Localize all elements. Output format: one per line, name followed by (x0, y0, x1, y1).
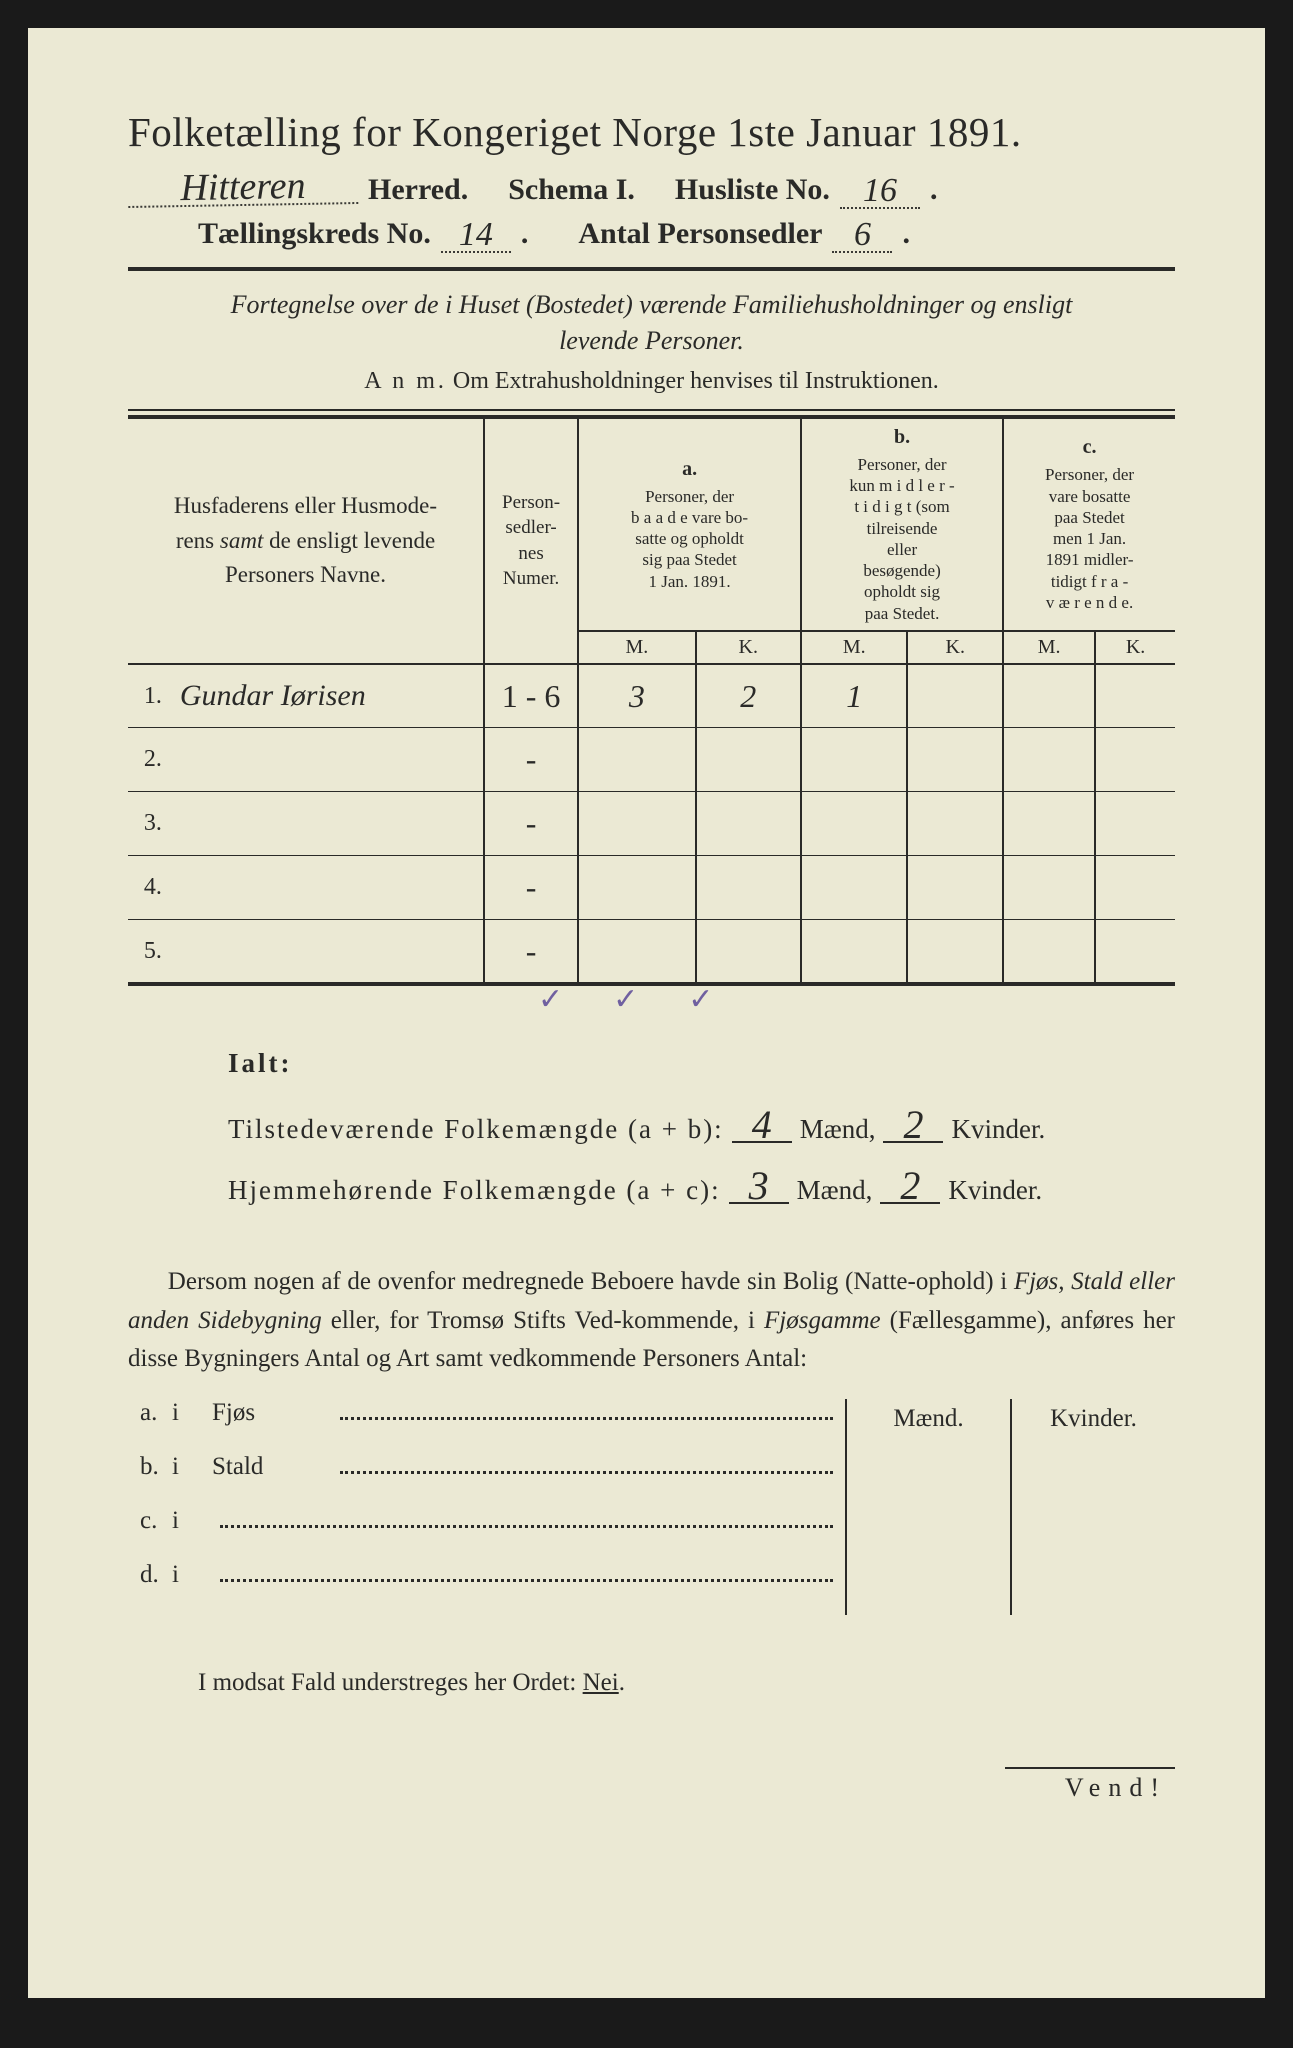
col-numer: Person-sedler-nesNumer. (484, 417, 578, 664)
herred-label: Herred. (368, 173, 468, 207)
col-b-k: K. (907, 631, 1003, 664)
col-b: b. Personer, derkun m i d l e r -t i d i… (801, 417, 1003, 631)
table-row: 2. - (128, 728, 1175, 792)
herred-name-field: Hitteren (128, 168, 359, 208)
present-kvinder: 2 (883, 1109, 943, 1143)
census-form-page: Folketælling for Kongeriget Norge 1ste J… (28, 28, 1265, 1998)
col-a-m: M. (578, 631, 695, 664)
totals-block: Ialt: Tilstedeværende Folkemængde (a + b… (228, 1035, 1175, 1219)
maend-col: Mænd. (847, 1399, 1012, 1615)
col-c-k: K. (1095, 631, 1175, 664)
husliste-no-field: 16 (840, 176, 920, 209)
side-row: b. i Stald (128, 1453, 833, 1507)
personsedler-no-field: 6 (832, 220, 892, 253)
side-row: a. i Fjøs (128, 1399, 833, 1453)
divider (128, 409, 1175, 411)
tick-marks: ✓✓✓ (128, 982, 1175, 1017)
header-row-kreds: Tællingskreds No. 14 . Antal Personsedle… (128, 217, 1175, 251)
col-names: Husfaderens eller Husmode-rens samt de e… (128, 417, 484, 664)
header-row-herred: Hitteren Herred. Schema I. Husliste No. … (128, 170, 1175, 207)
col-a: a. Personer, derb a a d e vare bo-satte … (578, 417, 801, 631)
household-table: Husfaderens eller Husmode-rens samt de e… (128, 415, 1175, 986)
husliste-label: Husliste No. (675, 173, 830, 207)
name-cell: Gundar Iørisen (170, 664, 484, 728)
side-building-counts: Mænd. Kvinder. (845, 1399, 1175, 1615)
table-row: 1. Gundar Iørisen 1 - 6 3 2 1 (128, 664, 1175, 728)
kreds-label: Tællingskreds No. (198, 217, 431, 251)
form-subtitle: Fortegnelse over de i Huset (Bostedet) v… (128, 287, 1175, 360)
table-row: 4. - (128, 856, 1175, 920)
personsedler-label: Antal Personsedler (578, 217, 822, 251)
side-building-table: a. i Fjøs b. i Stald c. i d. i (128, 1399, 1175, 1615)
resident-kvinder: 2 (880, 1170, 940, 1204)
anm-note: A n m. Om Extrahusholdninger henvises ti… (128, 368, 1175, 395)
col-a-k: K. (696, 631, 801, 664)
kreds-no-field: 14 (441, 220, 511, 253)
schema-label: Schema I. (508, 173, 635, 207)
ialt-label: Ialt: (228, 1035, 1175, 1092)
totals-resident: Hjemmehørende Folkemængde (a + c): 3 Mæn… (228, 1162, 1175, 1219)
totals-present: Tilstedeværende Folkemængde (a + b): 4 M… (228, 1101, 1175, 1158)
col-c: c. Personer, dervare bosattepaa Stedetme… (1003, 417, 1175, 631)
side-row: d. i (128, 1561, 833, 1615)
vend-label: Vend! (128, 1773, 1175, 1803)
nei-underlined: Nei (583, 1669, 619, 1696)
page-title: Folketælling for Kongeriget Norge 1ste J… (128, 108, 1175, 156)
side-row: c. i (128, 1507, 833, 1561)
modsat-line: I modsat Fald understreges her Ordet: Ne… (198, 1669, 1175, 1697)
side-building-paragraph: Dersom nogen af de ovenfor medregnede Be… (128, 1263, 1175, 1379)
table-row: 3. - (128, 792, 1175, 856)
vend-rule (1005, 1767, 1175, 1769)
resident-maend: 3 (729, 1170, 789, 1204)
table-row: 5. - (128, 920, 1175, 984)
divider (128, 267, 1175, 271)
kvinder-col: Kvinder. (1012, 1399, 1175, 1615)
col-b-m: M. (801, 631, 907, 664)
side-building-rows: a. i Fjøs b. i Stald c. i d. i (128, 1399, 845, 1615)
present-maend: 4 (732, 1109, 792, 1143)
col-c-m: M. (1003, 631, 1095, 664)
